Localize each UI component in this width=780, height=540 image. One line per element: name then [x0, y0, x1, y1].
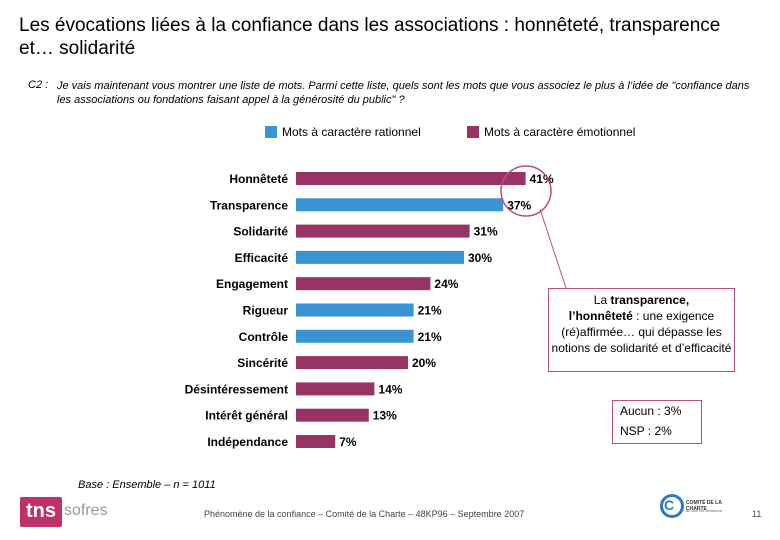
comite-logo-circle [660, 494, 684, 518]
value-label-5: 21% [418, 304, 442, 318]
callout-line1: La [593, 293, 611, 307]
bar-0 [296, 172, 526, 185]
category-label-1: Transparence [210, 198, 288, 212]
callout-box: La transparence, l’honnêteté : une exige… [548, 288, 735, 372]
comite-logo-letter: C [664, 497, 675, 513]
footer-text: Phénomène de la confiance – Comité de la… [204, 509, 525, 519]
legend-item-rationnel: Mots à caractère rationnel [265, 125, 421, 139]
base-note: Base : Ensemble – n = 1011 [78, 479, 216, 491]
category-label-9: Intérêt général [205, 409, 288, 423]
comite-logo-line1: COMITÉ DE LA CHARTE [686, 500, 722, 512]
value-label-4: 24% [434, 277, 458, 291]
tns-logo-mark: tns [20, 497, 62, 527]
nsp-line: NSP : 2% [620, 424, 672, 438]
bar-5 [296, 303, 414, 317]
legend-swatch-rationnel [265, 126, 277, 138]
value-label-9: 13% [373, 409, 397, 423]
bar-3 [296, 250, 464, 264]
bar-4 [296, 277, 431, 291]
callout-rest: : une exigence (ré)affirmée… qui dépasse… [551, 309, 732, 355]
callout-connector [539, 208, 567, 289]
bar-9 [296, 408, 369, 422]
callout-bold2: l’honnêteté [568, 309, 633, 323]
value-label-8: 14% [378, 382, 402, 396]
legend-label-emotionnel: Mots à caractère émotionnel [484, 125, 636, 139]
bar-6 [296, 329, 414, 343]
category-label-7: Sincérité [237, 356, 288, 370]
legend-item-emotionnel: Mots à caractère émotionnel [467, 125, 635, 139]
category-label-0: Honnêteté [229, 172, 288, 186]
category-label-6: Contrôle [239, 330, 289, 344]
bar-1 [296, 198, 504, 212]
tns-sofres-logo: tns sofres [20, 497, 110, 527]
category-label-10: Indépendance [207, 435, 288, 449]
legend-label-rationnel: Mots à caractère rationnel [282, 125, 421, 139]
aucun-line: Aucun : 3% [620, 404, 682, 418]
category-label-8: Désintéressement [185, 382, 288, 396]
value-label-2: 31% [474, 225, 498, 239]
value-label-7: 20% [412, 356, 436, 370]
question-code: C2 : [28, 79, 49, 91]
value-label-10: 7% [339, 435, 357, 449]
bar-7 [296, 356, 408, 370]
aucun-nsp-box: Aucun : 3% NSP : 2% [612, 400, 702, 444]
callout-bold1: transparence, [610, 293, 690, 307]
value-label-3: 30% [468, 251, 492, 265]
value-label-6: 21% [418, 330, 442, 344]
question-text: Je vais maintenant vous montrer une list… [57, 80, 750, 106]
page-number: 11 [752, 509, 762, 519]
comite-logo-line2: du don en confiance [686, 508, 723, 513]
comite-charte-logo: C COMITÉ DE LA CHARTE du don en confianc… [660, 494, 740, 524]
highlight-circle [500, 165, 552, 217]
category-label-4: Engagement [216, 277, 288, 291]
legend-swatch-emotionnel [467, 126, 479, 138]
bar-10 [296, 435, 336, 448]
category-label-3: Efficacité [235, 251, 289, 265]
page-title: Les évocations liées à la confiance dans… [19, 15, 721, 59]
value-label-1: 37% [507, 198, 531, 212]
category-label-5: Rigueur [243, 304, 289, 318]
sofres-logo-text: sofres [64, 502, 108, 519]
value-label-0: 41% [530, 172, 554, 186]
bar-2 [296, 224, 470, 238]
category-label-2: Solidarité [233, 225, 288, 239]
bar-8 [296, 382, 375, 396]
